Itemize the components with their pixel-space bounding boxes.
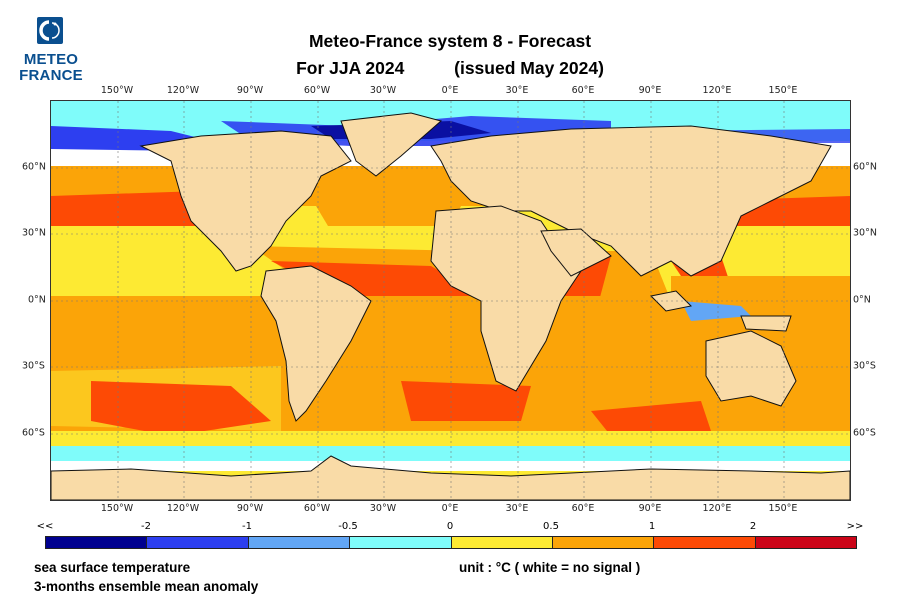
chart-subtitle: For JJA 2024 (issued May 2024) bbox=[250, 58, 650, 79]
colorbar-label: 1 bbox=[648, 521, 656, 532]
lon-label: 150°W bbox=[100, 503, 134, 514]
colorbar-bin bbox=[248, 537, 351, 548]
lon-label: 30°W bbox=[369, 85, 397, 96]
lon-label: 0°E bbox=[441, 85, 459, 96]
lat-label: 60°N bbox=[853, 161, 877, 173]
colorbar-bin bbox=[451, 537, 553, 548]
sst-anomaly-map bbox=[50, 100, 851, 501]
colorbar-bin bbox=[755, 537, 856, 548]
logo-text-meteo: METEO bbox=[23, 51, 79, 68]
lon-label: 120°W bbox=[166, 503, 200, 514]
lon-label: 90°W bbox=[236, 85, 264, 96]
lon-label: 30°W bbox=[369, 503, 397, 514]
colorbar bbox=[45, 536, 857, 549]
colorbar-bin bbox=[654, 537, 756, 548]
colorbar-label: -1 bbox=[242, 521, 252, 532]
lat-label: 30°N bbox=[853, 227, 877, 239]
colorbar-label: 0 bbox=[446, 521, 454, 532]
colorbar-label: 2 bbox=[749, 521, 757, 532]
colorbar-bin bbox=[350, 537, 452, 548]
lon-label: 150°W bbox=[100, 85, 134, 96]
logo-text-france: FRANCE bbox=[19, 67, 83, 84]
lat-label: 60°S bbox=[853, 427, 876, 439]
description-label: 3-months ensemble mean anomaly bbox=[34, 579, 259, 594]
lon-label: 150°E bbox=[768, 85, 798, 96]
lon-label: 30°E bbox=[505, 503, 529, 514]
variable-label: sea surface temperature bbox=[34, 560, 191, 575]
colorbar-label: -2 bbox=[141, 521, 151, 532]
lat-label: 60°S bbox=[22, 427, 45, 439]
colorbar-bin bbox=[46, 537, 148, 548]
lon-label: 30°E bbox=[505, 85, 529, 96]
colorbar-label: >> bbox=[846, 521, 864, 532]
chart-title: Meteo-France system 8 - Forecast bbox=[308, 31, 592, 51]
colorbar-label: 0.5 bbox=[543, 521, 559, 532]
unit-label: unit : °C ( white = no signal ) bbox=[459, 560, 641, 575]
colorbar-label: -0.5 bbox=[338, 521, 358, 532]
lat-label: 30°N bbox=[22, 227, 46, 239]
lon-label: 150°E bbox=[768, 503, 798, 514]
lat-label: 60°N bbox=[22, 161, 46, 173]
lat-label: 0°N bbox=[853, 294, 871, 306]
lon-label: 60°W bbox=[303, 85, 331, 96]
issue-date: (issued May 2024) bbox=[454, 58, 604, 78]
lon-label: 120°E bbox=[702, 85, 732, 96]
lon-label: 90°W bbox=[236, 503, 264, 514]
lon-label: 60°E bbox=[571, 503, 595, 514]
forecast-period: For JJA 2024 bbox=[296, 58, 405, 78]
world-map-graphic bbox=[51, 101, 850, 500]
lon-label: 60°E bbox=[571, 85, 595, 96]
lon-label: 0°E bbox=[441, 503, 459, 514]
lon-label: 90°E bbox=[638, 503, 662, 514]
lat-label: 30°S bbox=[22, 360, 45, 372]
colorbar-label: << bbox=[36, 521, 54, 532]
colorbar-bin bbox=[147, 537, 249, 548]
lon-label: 60°W bbox=[303, 503, 331, 514]
colorbar-bin bbox=[552, 537, 655, 548]
lat-label: 0°N bbox=[28, 294, 46, 306]
meteo-france-emblem-icon bbox=[37, 17, 63, 44]
lat-label: 30°S bbox=[853, 360, 876, 372]
meteo-france-logo: METEO FRANCE bbox=[18, 17, 84, 85]
lon-label: 120°E bbox=[702, 503, 732, 514]
lon-label: 90°E bbox=[638, 85, 662, 96]
lon-label: 120°W bbox=[166, 85, 200, 96]
